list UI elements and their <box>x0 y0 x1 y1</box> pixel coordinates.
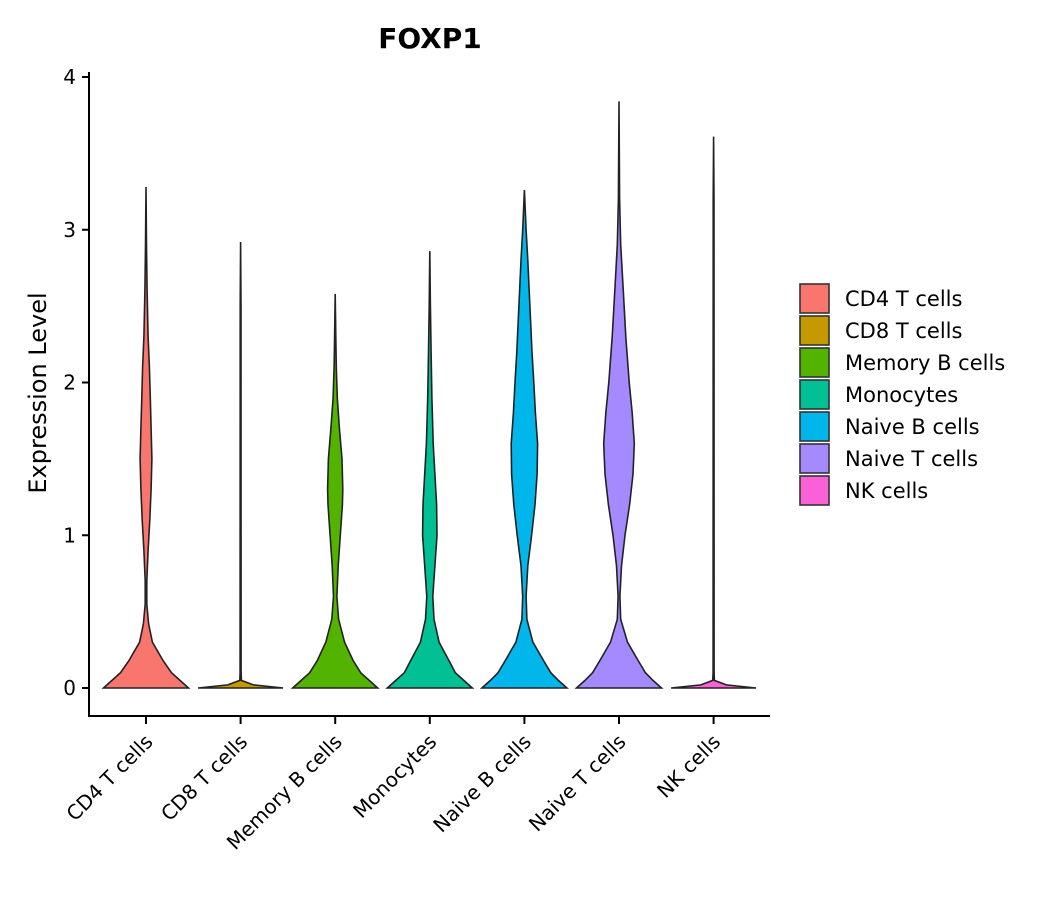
legend-label: NK cells <box>845 479 928 503</box>
y-tick-label: 4 <box>63 65 76 89</box>
x-tick-label: Naive T cells <box>524 730 631 837</box>
violin-naive-b-cells <box>479 189 569 689</box>
x-tick-label: CD8 T cells <box>156 730 252 826</box>
x-tick-label: Monocytes <box>348 730 441 823</box>
y-axis-ticks: 0 1 2 3 4 <box>63 65 89 700</box>
y-tick-label: 3 <box>63 218 76 242</box>
legend-key <box>799 315 830 346</box>
legend-label: Naive B cells <box>845 415 980 439</box>
legend-key <box>799 475 830 506</box>
legend-label: Monocytes <box>845 383 958 407</box>
legend-label: Memory B cells <box>845 351 1005 375</box>
legend-key <box>799 411 830 442</box>
violin-cd4-t-cells <box>101 186 191 689</box>
violin-naive-t-cells <box>574 101 664 689</box>
y-tick-label: 2 <box>63 371 76 395</box>
legend-label: CD8 T cells <box>845 319 962 343</box>
chart-title: FOXP1 <box>378 22 482 55</box>
violin-memory-b-cells <box>290 293 380 689</box>
legend: CD4 T cells CD8 T cells Memory B cells Mono… <box>799 283 1005 506</box>
legend-key <box>799 283 830 314</box>
y-tick-label: 1 <box>63 523 76 547</box>
legend-key <box>799 379 830 410</box>
violin-nk-cells <box>671 136 757 689</box>
violin-cd8-t-cells <box>198 241 284 689</box>
legend-label: CD4 T cells <box>845 287 962 311</box>
violins <box>101 101 757 689</box>
legend-key <box>799 347 830 378</box>
y-tick-label: 0 <box>63 676 76 700</box>
x-tick-label: CD4 T cells <box>61 730 157 826</box>
legend-key <box>799 443 830 474</box>
y-axis-label: Expression Level <box>24 292 52 493</box>
legend-label: Naive T cells <box>845 447 978 471</box>
x-tick-label: Naive B cells <box>428 730 536 838</box>
violin-monocytes <box>385 251 475 689</box>
x-tick-label: NK cells <box>652 730 725 803</box>
